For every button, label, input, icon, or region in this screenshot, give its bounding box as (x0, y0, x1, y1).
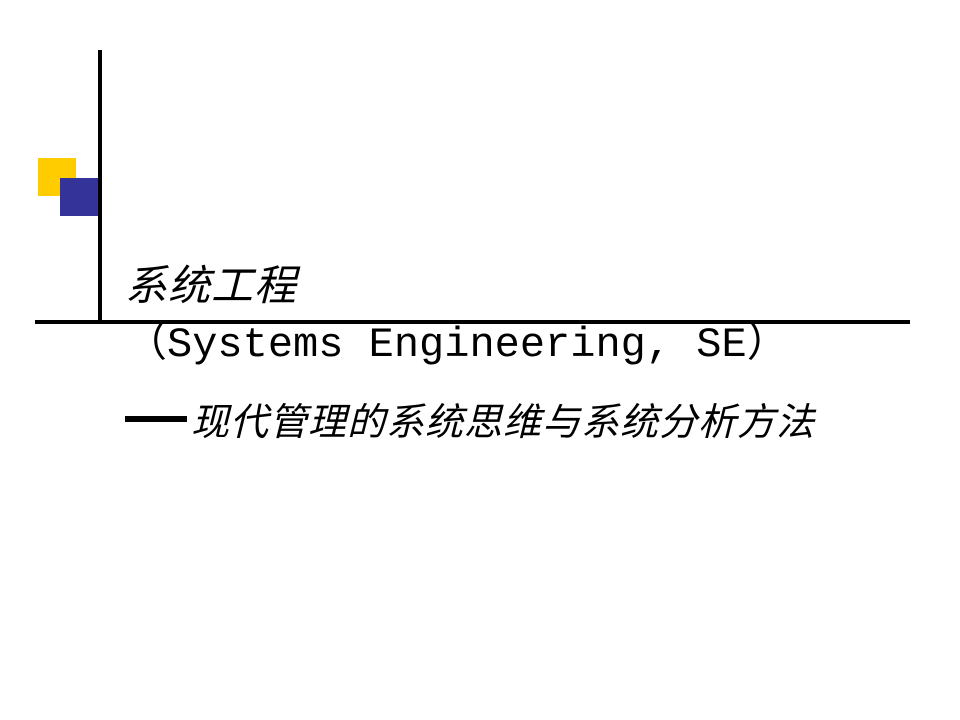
slide-content: 系统工程 （Systems Engineering, SE） 现代管理的系统思维… (125, 260, 815, 446)
em-dash-icon (125, 416, 187, 422)
vertical-divider (98, 50, 102, 320)
subtitle-text: 现代管理的系统思维与系统分析方法 (191, 391, 815, 446)
title-english: （Systems Engineering, SE） (125, 317, 815, 374)
title-chinese: 系统工程 (125, 260, 815, 315)
subtitle-row: 现代管理的系统思维与系统分析方法 (125, 391, 815, 446)
blue-square (60, 178, 98, 216)
